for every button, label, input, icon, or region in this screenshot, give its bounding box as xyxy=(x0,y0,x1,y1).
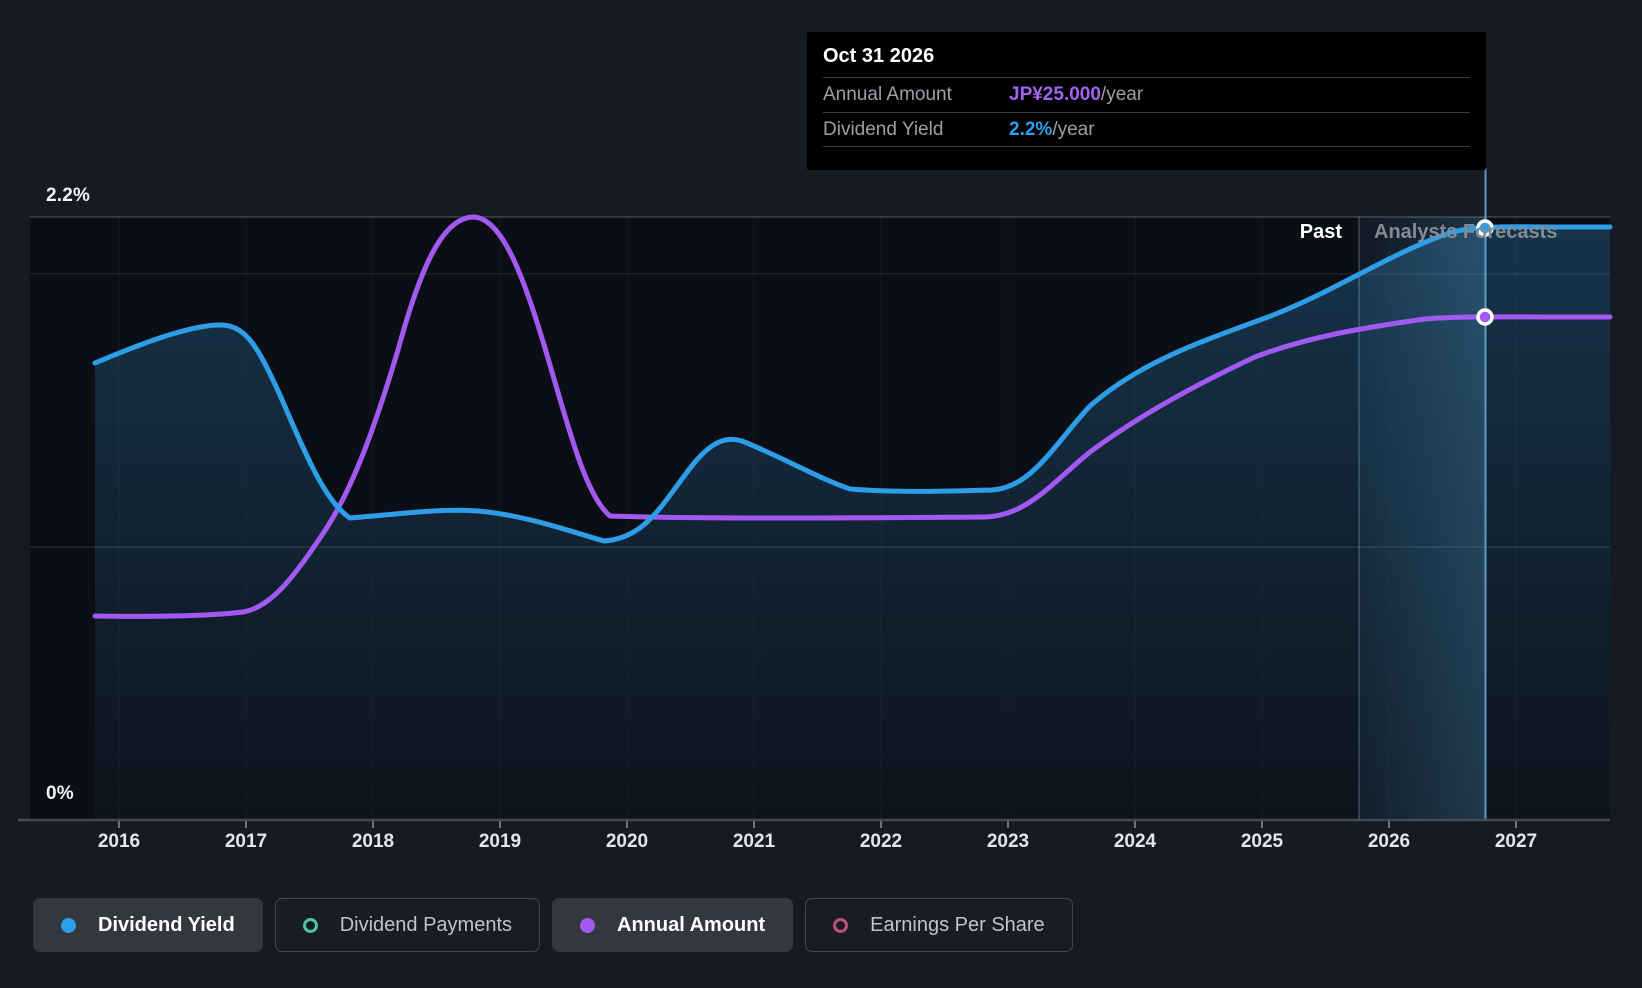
x-tick-label: 2019 xyxy=(478,831,522,852)
chart-legend: Dividend Yield Dividend Payments Annual … xyxy=(33,898,1073,952)
x-tick-label: 2023 xyxy=(986,831,1030,852)
tooltip-value: 2.2% xyxy=(1009,118,1053,140)
hover-tooltip: Oct 31 2026 Annual Amount JP¥25.000 /yea… xyxy=(807,32,1486,170)
x-tick-label: 2020 xyxy=(605,831,649,852)
tooltip-value: JP¥25.000 xyxy=(1009,84,1101,105)
dividend-payments-ring-icon xyxy=(302,917,318,933)
legend-toggle-annual-amount[interactable]: Annual Amount xyxy=(552,898,794,952)
past-region-label: Past xyxy=(1299,221,1342,243)
percent-gridlines xyxy=(30,216,1610,548)
tooltip-date: Oct 31 2026 xyxy=(823,45,935,67)
x-tick-label: 2027 xyxy=(1494,831,1538,852)
x-tick-label: 2022 xyxy=(859,831,903,852)
annual-amount-marker xyxy=(1476,308,1494,326)
x-tick-label: 2025 xyxy=(1240,831,1284,852)
dividend-yield-area xyxy=(95,226,1610,820)
annual-amount-line xyxy=(92,214,1613,619)
tooltip-label: Dividend Yield xyxy=(823,118,944,140)
forecast-highlight-band xyxy=(1359,217,1485,820)
legend-label: Earnings Per Share xyxy=(870,913,1045,936)
y-axis-max-label: 2.2% xyxy=(46,185,91,206)
y-axis-min-label: 0% xyxy=(46,783,74,804)
legend-toggle-earnings-per-share[interactable]: Earnings Per Share xyxy=(805,898,1073,952)
x-tick-label: 2021 xyxy=(732,831,776,852)
x-tick-label: 2024 xyxy=(1113,831,1157,852)
legend-label: Dividend Yield xyxy=(98,913,235,936)
x-tick-label: 2026 xyxy=(1367,831,1411,852)
tooltip-suffix: /year xyxy=(1100,84,1144,105)
tooltip-suffix: /year xyxy=(1052,118,1095,140)
legend-toggle-dividend-yield[interactable]: Dividend Yield xyxy=(33,898,263,952)
x-tick-label: 2018 xyxy=(351,831,395,852)
dividend-yield-marker xyxy=(1476,219,1494,237)
legend-toggle-dividend-payments[interactable]: Dividend Payments xyxy=(274,898,541,952)
x-axis-ticks xyxy=(118,821,1517,828)
tooltip-row-dividend-yield: Dividend Yield 2.2% /year xyxy=(823,112,1470,147)
annual-amount-dot-icon xyxy=(580,917,596,933)
x-tick-label: 2017 xyxy=(224,831,268,852)
x-tick-label: 2016 xyxy=(97,831,141,852)
dividend-yield-dot-icon xyxy=(61,917,76,933)
tooltip-row-annual-amount: Annual Amount JP¥25.000 /year xyxy=(823,77,1470,112)
legend-label: Dividend Payments xyxy=(339,913,513,936)
dividend-yield-line xyxy=(92,224,1613,544)
legend-label: Annual Amount xyxy=(617,913,766,936)
earnings-per-share-ring-icon xyxy=(833,917,849,933)
tooltip-label: Annual Amount xyxy=(823,84,952,105)
forecast-region-label: Analysts Forecasts xyxy=(1374,221,1558,243)
